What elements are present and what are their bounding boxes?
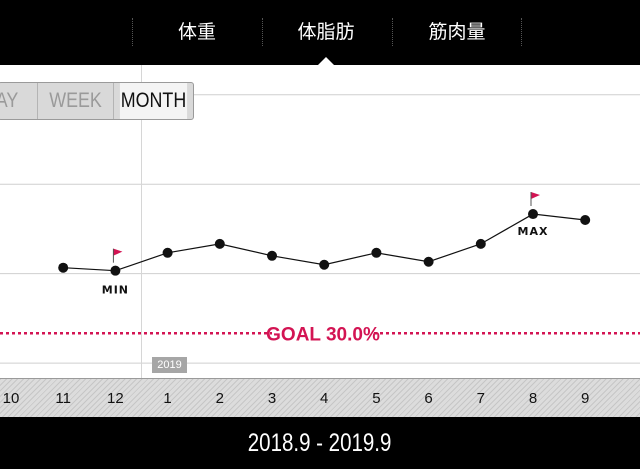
x-tick-label: 10	[3, 390, 20, 407]
data-point	[319, 259, 330, 270]
data-point	[162, 247, 173, 258]
x-axis-ticks: 10 11 12 1 2 3 4 5 6 7 8 9	[3, 390, 590, 407]
data-point	[58, 262, 69, 273]
min-flag-icon	[113, 248, 123, 256]
x-tick-label: 1	[163, 390, 171, 407]
x-tick-label: 12	[107, 390, 124, 407]
tab-body-fat[interactable]: 体脂肪	[297, 21, 355, 43]
segment-divider	[113, 83, 114, 119]
x-tick-label: 4	[320, 390, 328, 407]
max-flag-icon	[531, 192, 540, 200]
x-tick-label: 2	[216, 390, 224, 407]
period-day-button[interactable]: AY	[0, 89, 19, 112]
max-marker: MAX	[518, 192, 549, 238]
data-point	[267, 250, 277, 261]
min-label: MIN	[102, 284, 129, 297]
x-tick-label: 11	[55, 390, 71, 407]
year-badge: 2019	[152, 357, 187, 373]
period-week-button[interactable]: WEEK	[49, 89, 102, 112]
tab-divider	[392, 18, 393, 46]
min-marker: MIN	[102, 248, 129, 297]
x-tick-label: 8	[529, 390, 537, 407]
segment-divider	[37, 83, 38, 119]
metric-tab-bar: 体重 体脂肪 筋肉量	[0, 0, 640, 65]
data-point	[110, 265, 121, 276]
max-label: MAX	[518, 225, 549, 238]
active-tab-indicator	[318, 57, 334, 65]
x-tick-label: 7	[477, 390, 485, 407]
data-point	[580, 215, 591, 226]
data-point	[371, 247, 382, 258]
data-point	[214, 238, 225, 249]
x-axis-band: 10 11 12 1 2 3 4 5 6 7 8 9	[0, 378, 640, 417]
period-selector: AY WEEK MONTH	[0, 82, 194, 120]
x-tick-label: 6	[424, 390, 432, 407]
goal-label: GOAL 30.0%	[266, 324, 380, 345]
period-month-button[interactable]: MONTH	[119, 83, 188, 119]
data-point	[528, 209, 538, 220]
tab-muscle-mass[interactable]: 筋肉量	[428, 21, 486, 43]
date-range-label: 2018.9 - 2019.9	[248, 429, 392, 457]
data-point	[423, 256, 434, 267]
tab-divider	[521, 18, 522, 46]
tab-divider	[132, 18, 133, 46]
date-range-bar: 2018.9 - 2019.9	[0, 417, 640, 469]
x-tick-label: 9	[581, 390, 589, 407]
x-tick-label: 3	[268, 390, 276, 407]
data-point	[475, 238, 486, 249]
data-points	[58, 209, 591, 276]
tab-weight[interactable]: 体重	[177, 21, 216, 43]
x-tick-label: 5	[372, 390, 380, 407]
tab-divider	[262, 18, 263, 46]
body-fat-chart: GOAL 30.0% MIN MAX	[0, 65, 640, 378]
goal-line-group: GOAL 30.0%	[0, 324, 640, 345]
